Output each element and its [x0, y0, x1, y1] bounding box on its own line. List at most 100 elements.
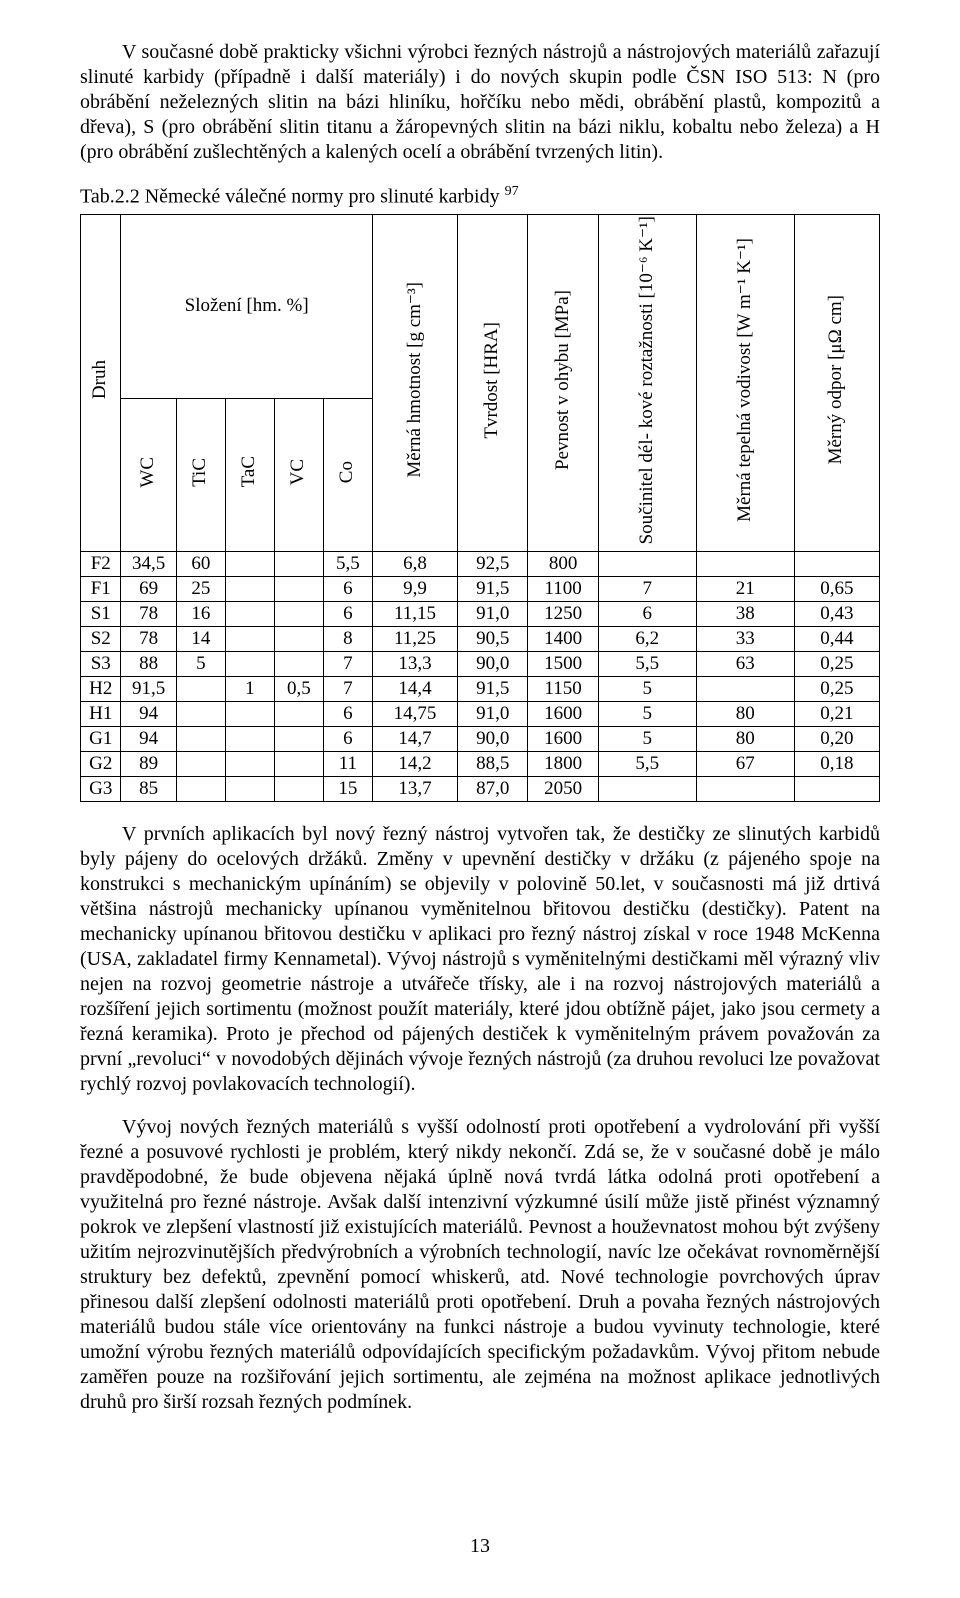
table-caption: Tab.2.2 Německé válečné normy pro slinut… [80, 183, 880, 210]
th-co: Co [323, 399, 372, 552]
th-tac-label: TaC [239, 456, 260, 487]
paragraph-2: V prvních aplikacích byl nový řezný nást… [80, 822, 880, 1097]
cell-vc [274, 602, 323, 627]
cell-vc [274, 552, 323, 577]
th-tac: TaC [225, 399, 274, 552]
cell-co: 6 [323, 577, 372, 602]
caption-sup: 97 [505, 184, 519, 199]
cell-souc [598, 552, 696, 577]
cell-tac [225, 577, 274, 602]
cell-vc [274, 752, 323, 777]
cell-tac [225, 627, 274, 652]
cell-hmot: 14,75 [372, 702, 457, 727]
cell-tep [696, 777, 794, 802]
cell-co: 6 [323, 602, 372, 627]
cell-druh: G1 [81, 727, 121, 752]
cell-tic [176, 677, 225, 702]
th-wc: WC [121, 399, 176, 552]
cell-druh: F2 [81, 552, 121, 577]
cell-odp: 0,43 [794, 602, 879, 627]
cell-co: 11 [323, 752, 372, 777]
cell-pevn: 1600 [528, 702, 598, 727]
th-wc-label: WC [138, 457, 159, 488]
th-tic: TiC [176, 399, 225, 552]
th-tvrdost-label: Tvrdost [HRA] [482, 322, 503, 439]
cell-vc [274, 777, 323, 802]
cell-odp: 0,25 [794, 677, 879, 702]
cell-odp: 0,21 [794, 702, 879, 727]
cell-odp: 0,44 [794, 627, 879, 652]
cell-tac [225, 777, 274, 802]
th-co-label: Co [337, 461, 358, 483]
cell-wc: 69 [121, 577, 176, 602]
cell-vc [274, 702, 323, 727]
cell-tac [225, 702, 274, 727]
cell-tic: 14 [176, 627, 225, 652]
cell-odp [794, 777, 879, 802]
cell-tac [225, 727, 274, 752]
cell-tvrd: 88,5 [458, 752, 528, 777]
table-row: F234,5605,56,892,5800 [81, 552, 880, 577]
cell-tvrd: 91,0 [458, 702, 528, 727]
cell-tvrd: 90,5 [458, 627, 528, 652]
cell-tvrd: 90,0 [458, 652, 528, 677]
cell-tic [176, 777, 225, 802]
cell-souc: 5 [598, 702, 696, 727]
paragraph-1: V současné době prakticky všichni výrobc… [80, 40, 880, 165]
table-row: S27814811,2590,514006,2330,44 [81, 627, 880, 652]
cell-pevn: 1100 [528, 577, 598, 602]
cell-hmot: 9,9 [372, 577, 457, 602]
cell-druh: G3 [81, 777, 121, 802]
th-hmotnost-label: Měrná hmotnost [g cm⁻³] [405, 282, 426, 478]
cell-tep: 67 [696, 752, 794, 777]
table-row: S17816611,1591,012506380,43 [81, 602, 880, 627]
th-vc-label: VC [288, 459, 309, 485]
cell-pevn: 1500 [528, 652, 598, 677]
cell-pevn: 1800 [528, 752, 598, 777]
th-tvrdost: Tvrdost [HRA] [458, 214, 528, 551]
cell-co: 5,5 [323, 552, 372, 577]
cell-tep [696, 552, 794, 577]
table-row: H291,510,5714,491,5115050,25 [81, 677, 880, 702]
table-row: H194614,7591,016005800,21 [81, 702, 880, 727]
table-row: S3885713,390,015005,5630,25 [81, 652, 880, 677]
paragraph-3: Vývoj nových řezných materiálů s vyšší o… [80, 1115, 880, 1415]
cell-druh: H1 [81, 702, 121, 727]
cell-tac [225, 752, 274, 777]
th-soucinitel: Součinitel dél- kové roztažnosti [10⁻⁶ K… [598, 214, 696, 551]
th-odpor: Měrný odpor [μΩ cm] [794, 214, 879, 551]
cell-druh: H2 [81, 677, 121, 702]
cell-tic [176, 752, 225, 777]
document-page: V současné době prakticky všichni výrobc… [0, 0, 960, 1598]
karbidy-table: Druh Složení [hm. %] Měrná hmotnost [g c… [80, 214, 880, 802]
th-hmotnost: Měrná hmotnost [g cm⁻³] [372, 214, 457, 551]
cell-wc: 85 [121, 777, 176, 802]
page-number: 13 [80, 1535, 880, 1558]
cell-tac [225, 602, 274, 627]
table-header-row-1: Druh Složení [hm. %] Měrná hmotnost [g c… [81, 214, 880, 398]
th-pevnost-label: Pevnost v ohybu [MPa] [553, 290, 574, 470]
cell-tvrd: 87,0 [458, 777, 528, 802]
cell-tep: 63 [696, 652, 794, 677]
cell-souc: 7 [598, 577, 696, 602]
cell-odp: 0,20 [794, 727, 879, 752]
cell-wc: 88 [121, 652, 176, 677]
cell-pevn: 1600 [528, 727, 598, 752]
cell-co: 8 [323, 627, 372, 652]
th-odpor-label: Měrný odpor [μΩ cm] [826, 295, 847, 464]
cell-druh: G2 [81, 752, 121, 777]
table-row: G194614,790,016005800,20 [81, 727, 880, 752]
cell-souc: 5,5 [598, 652, 696, 677]
cell-wc: 78 [121, 602, 176, 627]
cell-tep: 38 [696, 602, 794, 627]
cell-hmot: 13,7 [372, 777, 457, 802]
th-pevnost: Pevnost v ohybu [MPa] [528, 214, 598, 551]
cell-pevn: 1150 [528, 677, 598, 702]
cell-vc [274, 627, 323, 652]
th-druh-label: Druh [90, 360, 111, 399]
cell-wc: 78 [121, 627, 176, 652]
cell-wc: 94 [121, 727, 176, 752]
cell-hmot: 14,2 [372, 752, 457, 777]
cell-vc [274, 652, 323, 677]
cell-souc: 5 [598, 727, 696, 752]
